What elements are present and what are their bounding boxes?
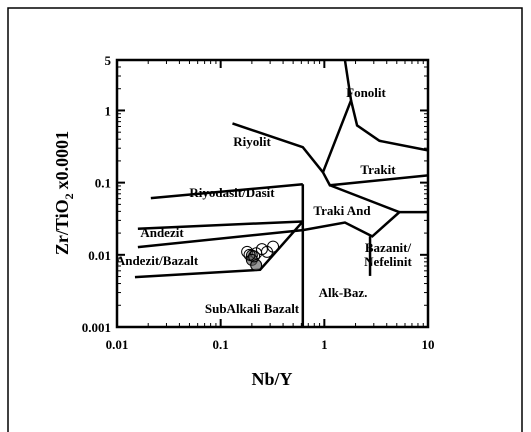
field-boundary	[137, 228, 303, 249]
y-tick-label: 0.1	[95, 176, 111, 191]
field-boundary	[302, 210, 428, 238]
x-tick-label: 0.01	[106, 337, 129, 352]
x-tick-label: 0.1	[213, 337, 229, 352]
field-label: Alk-Baz.	[319, 285, 368, 300]
y-tick-label: 5	[105, 53, 112, 68]
y-axis-label-main: Zr/TiO	[52, 199, 72, 255]
x-tick-label: 10	[422, 337, 435, 352]
field-label: Trakit	[360, 162, 396, 177]
y-tick-label: 1	[105, 103, 112, 118]
x-axis-label: Nb/Y	[251, 369, 292, 389]
y-axis-label: Zr/TiO2 x0.0001	[52, 131, 76, 255]
x-tick-label: 1	[321, 337, 328, 352]
field-label: Fonolit	[346, 85, 386, 100]
field-boundary	[349, 100, 429, 152]
field-boundary	[150, 182, 303, 200]
field-boundary	[329, 184, 400, 214]
y-tick-label: 0.01	[88, 248, 111, 263]
y-axis-label-sub: 2	[62, 193, 76, 199]
field-label: Nefelinit	[364, 254, 412, 269]
field-label: Bazanit/	[365, 240, 412, 255]
data-point	[267, 240, 280, 253]
field-label: Riyolit	[233, 134, 271, 149]
field-label: Riyodasit/Dasit	[189, 185, 275, 200]
field-boundary	[134, 220, 304, 279]
field-label: Andezit	[140, 225, 184, 240]
field-label: Traki And	[313, 203, 371, 218]
field-boundary	[321, 59, 353, 173]
field-boundary	[137, 220, 303, 230]
y-tick-label: 0.001	[82, 320, 111, 335]
frame	[7, 7, 523, 432]
field-label: SubAlkali Bazalt	[205, 301, 300, 316]
y-axis-label-rest: x0.0001	[52, 131, 72, 190]
data-point	[248, 250, 261, 263]
field-label: Andezit/Bazalt	[116, 253, 199, 268]
